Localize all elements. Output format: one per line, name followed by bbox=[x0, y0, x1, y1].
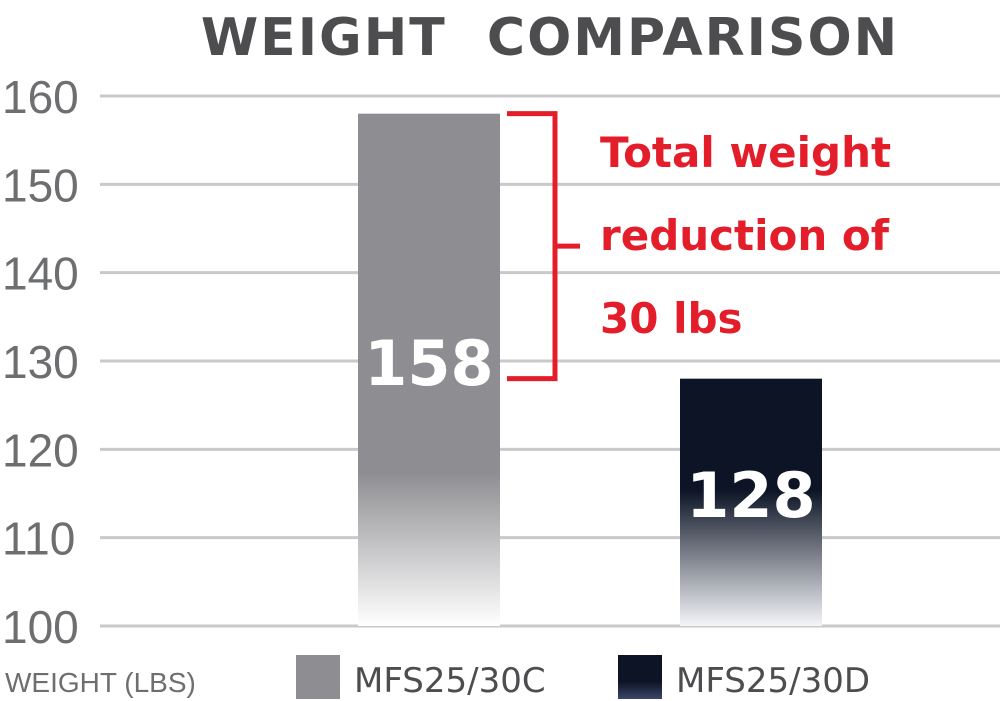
y-axis-label: WEIGHT (LBS) bbox=[5, 667, 196, 698]
weight-reduction-annotation: Total weight reduction of 30 lbs bbox=[507, 111, 891, 382]
gridlines bbox=[100, 94, 1000, 628]
y-tick-label-100: 100 bbox=[2, 601, 79, 653]
y-tick-label-110: 110 bbox=[2, 513, 75, 565]
y-tick-label-140: 140 bbox=[2, 248, 79, 300]
bar-mfs25-30c bbox=[358, 113, 500, 626]
y-tick-label-160: 160 bbox=[2, 71, 79, 123]
y-axis-ticks: 160 150 140 130 120 110 100 bbox=[2, 71, 79, 653]
legend: MFS25/30C MFS25/30D bbox=[296, 655, 870, 701]
annotation-line-3: 30 lbs bbox=[600, 294, 743, 343]
legend-label-mfs25-30d: MFS25/30D bbox=[676, 661, 870, 701]
chart-title: WEIGHT COMPARISON bbox=[201, 8, 899, 68]
bar-value-label-mfs25-30d: 128 bbox=[686, 459, 815, 532]
legend-swatch-mfs25-30c bbox=[296, 655, 340, 699]
bar-value-label-mfs25-30c: 158 bbox=[364, 327, 493, 400]
legend-swatch-mfs25-30d bbox=[618, 655, 662, 699]
bar-mfs25-30d bbox=[680, 378, 822, 626]
bar-data-labels: 158 128 bbox=[364, 327, 815, 532]
bars bbox=[358, 113, 822, 626]
y-tick-label-120: 120 bbox=[2, 424, 79, 476]
y-tick-label-130: 130 bbox=[2, 336, 79, 388]
annotation-line-1: Total weight bbox=[600, 128, 891, 177]
reduction-bracket bbox=[507, 111, 580, 382]
y-tick-label-150: 150 bbox=[2, 159, 79, 211]
legend-label-mfs25-30c: MFS25/30C bbox=[354, 661, 546, 701]
annotation-line-2: reduction of bbox=[600, 211, 890, 260]
